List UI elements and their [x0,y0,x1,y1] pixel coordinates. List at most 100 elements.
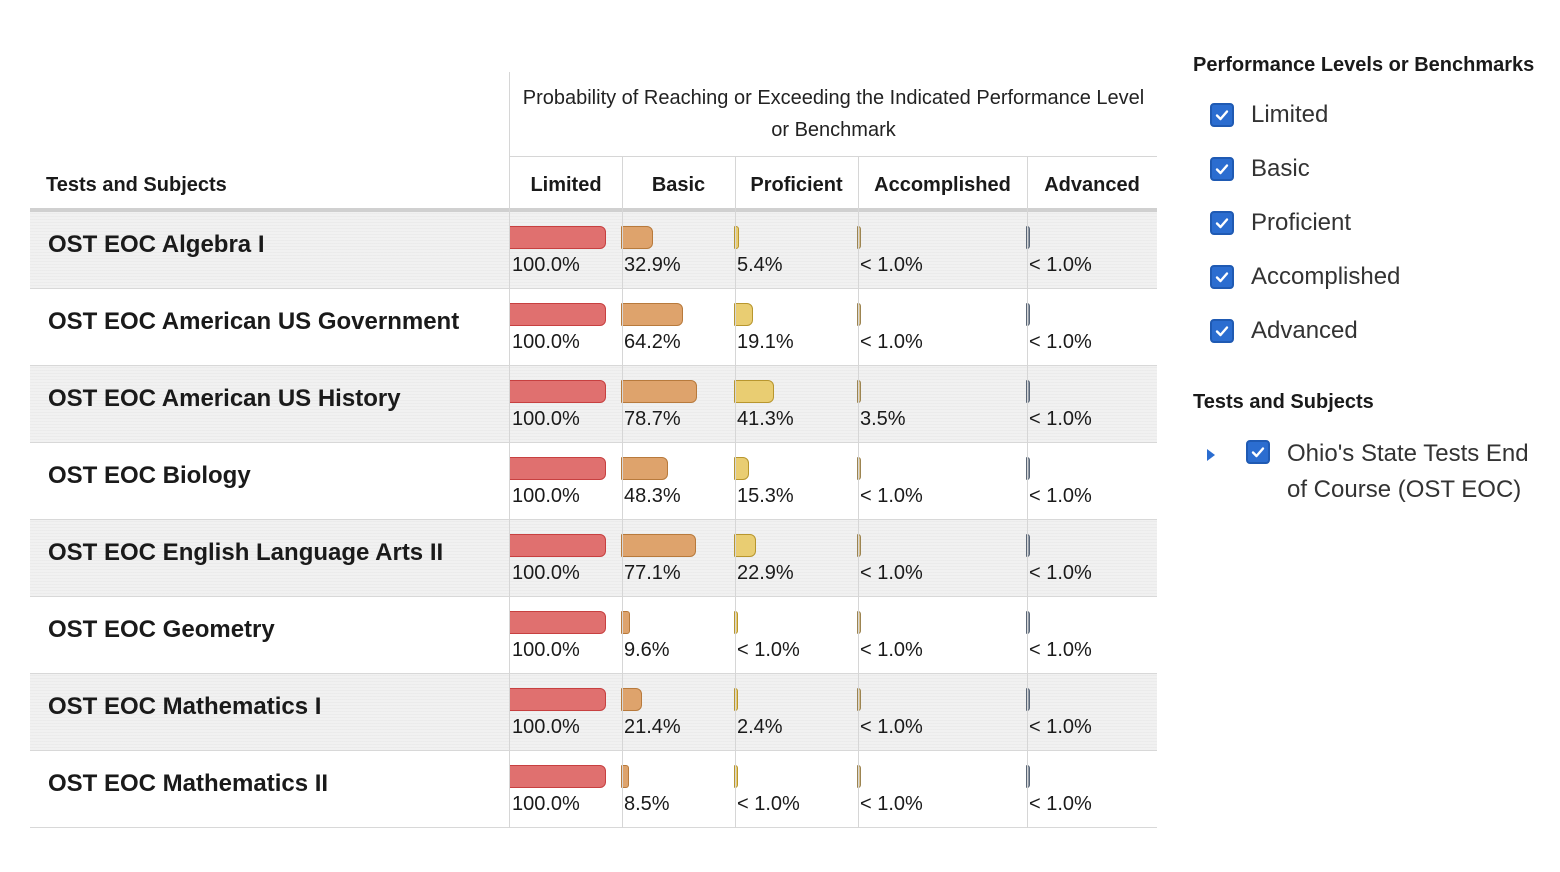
percent-proficient: < 1.0% [737,639,800,661]
bar-proficient [734,765,738,788]
bar-basic [621,688,642,711]
percent-basic: 32.9% [624,254,681,276]
bar-accomplished [857,226,861,249]
legend-label: Basic [1251,155,1310,182]
bar-basic [621,534,696,557]
legend-item-limited[interactable]: Limited [1210,100,1328,130]
bar-limited [509,380,606,403]
percent-advanced: < 1.0% [1029,331,1092,353]
bar-advanced [1026,534,1030,557]
column-divider [1027,156,1028,828]
bar-advanced [1026,457,1030,480]
bar-limited [509,457,606,480]
percent-accomplished: < 1.0% [860,716,923,738]
table-row: OST EOC Geometry 100.0% 9.6% < 1.0% < 1.0% < … [30,597,1157,674]
bar-proficient [734,457,749,480]
checkmark-icon [1215,272,1229,283]
percent-accomplished: < 1.0% [860,793,923,815]
legend-label: Proficient [1251,209,1352,236]
subject-name: OST EOC American US Government [48,308,460,335]
row-divider [30,519,1157,520]
subject-name: OST EOC English Language Arts II [48,539,444,566]
percent-basic: 78.7% [624,408,681,430]
percent-basic: 8.5% [624,793,670,815]
percent-proficient: 2.4% [737,716,783,738]
percent-proficient: 5.4% [737,254,783,276]
table-row: OST EOC Algebra I 100.0% 32.9% 5.4% < 1.0% < … [30,212,1157,289]
table-row: OST EOC English Language Arts II 100.0% 77… [30,520,1157,597]
table-row: OST EOC Biology 100.0% 48.3% 15.3% < 1.0% < 1… [30,443,1157,520]
bar-basic [621,226,653,249]
percent-advanced: < 1.0% [1029,485,1092,507]
header-rule [30,208,1157,212]
table-row: OST EOC Mathematics I 100.0% 21.4% 2.4% < 1.… [30,674,1157,751]
bar-proficient [734,380,774,403]
bar-limited [509,226,606,249]
bar-proficient [734,688,738,711]
percent-proficient: 19.1% [737,331,794,353]
bar-advanced [1026,380,1030,403]
percent-limited: 100.0% [512,485,580,507]
legend-item-basic[interactable]: Basic [1210,154,1310,184]
subject-name: OST EOC Geometry [48,616,275,643]
percent-limited: 100.0% [512,562,580,584]
column-header-limited: Limited [530,174,602,196]
column-header-advanced: Advanced [1044,174,1140,196]
percent-proficient: < 1.0% [737,793,800,815]
row-divider [30,673,1157,674]
column-divider [622,156,623,828]
test-checkbox-ost-eoc[interactable] [1246,440,1270,464]
column-divider [858,156,859,828]
level-checkbox-limited[interactable] [1210,103,1234,127]
bar-accomplished [857,688,861,711]
level-checkbox-proficient[interactable] [1210,211,1234,235]
bar-advanced [1026,688,1030,711]
bar-basic [621,457,668,480]
legend-item-proficient[interactable]: Proficient [1210,208,1351,238]
percent-limited: 100.0% [512,793,580,815]
table-row: OST EOC American US Government 100.0% 64.2… [30,289,1157,366]
bar-limited [509,688,606,711]
percent-accomplished: < 1.0% [860,254,923,276]
percent-advanced: < 1.0% [1029,562,1092,584]
bar-advanced [1026,765,1030,788]
percent-accomplished: < 1.0% [860,639,923,661]
bar-advanced [1026,226,1030,249]
subject-name: OST EOC Algebra I [48,231,265,258]
table-row: OST EOC Mathematics II 100.0% 8.5% < 1.0% < … [30,751,1157,828]
column-header-accomplished: Accomplished [874,174,1011,196]
bar-accomplished [857,534,861,557]
column-header-proficient: Proficient [750,174,843,196]
percent-basic: 21.4% [624,716,681,738]
level-checkbox-accomplished[interactable] [1210,265,1234,289]
percent-limited: 100.0% [512,639,580,661]
percent-basic: 9.6% [624,639,670,661]
percent-limited: 100.0% [512,254,580,276]
probability-table: Probability of Reaching or Exceeding the… [30,72,1157,828]
percent-proficient: 15.3% [737,485,794,507]
percent-limited: 100.0% [512,408,580,430]
header-divider [510,156,1157,157]
bar-basic [621,611,630,634]
row-divider [30,596,1157,597]
checkmark-icon [1215,110,1229,121]
bar-proficient [734,303,753,326]
checkmark-icon [1215,326,1229,337]
bar-limited [509,303,606,326]
bar-proficient [734,534,756,557]
caret-right-icon[interactable] [1206,448,1216,462]
percent-advanced: < 1.0% [1029,254,1092,276]
subject-name: OST EOC Mathematics II [48,770,329,797]
bar-advanced [1026,611,1030,634]
legend-label: Advanced [1251,317,1358,344]
percent-proficient: 22.9% [737,562,794,584]
legend-item-accomplished[interactable]: Accomplished [1210,262,1400,292]
legend-item-advanced[interactable]: Advanced [1210,316,1358,346]
subjects-column-header: Tests and Subjects [46,174,227,196]
percent-accomplished: < 1.0% [860,562,923,584]
bar-basic [621,765,629,788]
checkmark-icon [1251,447,1265,458]
percent-accomplished: 3.5% [860,408,906,430]
level-checkbox-advanced[interactable] [1210,319,1234,343]
level-checkbox-basic[interactable] [1210,157,1234,181]
